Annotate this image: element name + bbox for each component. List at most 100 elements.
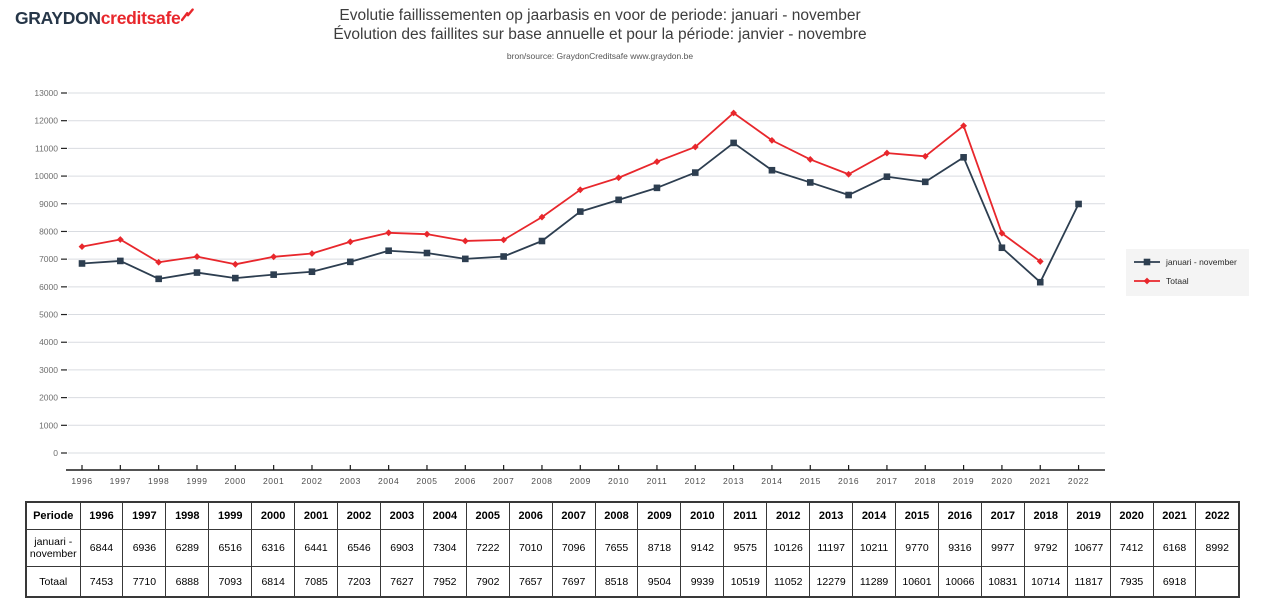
table-cell: 6441 xyxy=(294,529,339,567)
table-cell: 6888 xyxy=(165,566,210,598)
table-cell: 6936 xyxy=(122,529,167,567)
svg-text:2014: 2014 xyxy=(761,476,782,486)
table-cell: 10601 xyxy=(895,566,939,598)
table-cell: 7952 xyxy=(422,566,467,598)
table-cell: 7010 xyxy=(508,529,553,567)
table-cell: 6516 xyxy=(208,529,253,567)
table-cell: 9977 xyxy=(980,529,1025,567)
table-header-year: 2022 xyxy=(1195,501,1240,530)
table-header-year: 2001 xyxy=(294,501,339,530)
data-table-container: Periode 1996 1997 1998 1999 2000 2001 2002 2003 2… xyxy=(25,501,1240,598)
line-chart: 0 1000 2000 3000 4000 5000 6000 7000 8000 9000 100… xyxy=(0,85,1120,495)
table-header-year: 2013 xyxy=(809,501,854,530)
table-cell: 10831 xyxy=(980,566,1025,598)
legend-label: Totaal xyxy=(1166,276,1189,286)
table-cell: 6316 xyxy=(251,529,296,567)
table-header-year: 2010 xyxy=(680,501,725,530)
table-cell: 10519 xyxy=(723,566,768,598)
x-axis: 1996 1997 1998 1999 2000 2001 2002 2003 2004 2005… xyxy=(66,465,1105,486)
table-header-year: 2002 xyxy=(337,501,381,530)
table-header-year: 2007 xyxy=(551,501,596,530)
svg-text:2007: 2007 xyxy=(493,476,514,486)
svg-text:2018: 2018 xyxy=(915,476,936,486)
table-header-year: 2021 xyxy=(1152,501,1197,530)
gridlines xyxy=(61,92,1105,454)
table-cell: 10677 xyxy=(1066,529,1111,567)
svg-text:2000: 2000 xyxy=(225,476,246,486)
source-caption: bron/source: GraydonCreditsafe www.grayd… xyxy=(506,51,694,61)
table-cell: 9939 xyxy=(680,566,725,598)
table-cell: 9316 xyxy=(937,529,982,567)
table-cell: 6546 xyxy=(337,529,381,567)
table-cell: 12279 xyxy=(809,566,854,598)
table-cell: 7710 xyxy=(122,566,167,598)
svg-text:2020: 2020 xyxy=(991,476,1012,486)
svg-text:2017: 2017 xyxy=(876,476,897,486)
table-cell: 11052 xyxy=(766,566,811,598)
svg-text:9000: 9000 xyxy=(39,199,58,209)
table-cell: 7655 xyxy=(594,529,639,567)
table-header-year: 1998 xyxy=(165,501,210,530)
svg-text:2009: 2009 xyxy=(570,476,591,486)
table-header-year: 2003 xyxy=(379,501,424,530)
table-header-year: 1999 xyxy=(208,501,253,530)
table-cell: 10211 xyxy=(852,529,897,567)
table-header-year: 2014 xyxy=(852,501,897,530)
table-header-year: 1997 xyxy=(122,501,167,530)
table-cell: 7093 xyxy=(208,566,253,598)
svg-text:1997: 1997 xyxy=(110,476,131,486)
title-dutch: Evolutie faillissementen op jaarbasis en… xyxy=(339,7,861,24)
table-cell: 7697 xyxy=(551,566,596,598)
table-header-year: 2012 xyxy=(766,501,811,530)
svg-text:2021: 2021 xyxy=(1030,476,1051,486)
table-row-label: januari - november xyxy=(25,529,81,567)
svg-text:13000: 13000 xyxy=(34,88,58,98)
series-totaal xyxy=(78,109,1044,268)
svg-text:2008: 2008 xyxy=(531,476,552,486)
svg-text:2003: 2003 xyxy=(340,476,361,486)
logo-graydon-text: GRAYDON xyxy=(15,8,101,28)
table-cell: 7453 xyxy=(79,566,124,598)
chart-legend: januari - november Totaal xyxy=(1126,249,1249,296)
y-axis-labels: 0 1000 2000 3000 4000 5000 6000 7000 8000 9000 100… xyxy=(34,88,58,458)
svg-text:2015: 2015 xyxy=(800,476,821,486)
series-januari-november xyxy=(78,139,1082,286)
table-header-year: 2019 xyxy=(1066,501,1111,530)
table-cell: 6918 xyxy=(1152,566,1197,598)
table-cell: 11197 xyxy=(809,529,854,567)
table-cell: 6168 xyxy=(1152,529,1197,567)
table-cell: 6289 xyxy=(165,529,210,567)
svg-text:3000: 3000 xyxy=(39,365,58,375)
table-header-year: 2020 xyxy=(1109,501,1154,530)
table-cell: 9792 xyxy=(1023,529,1068,567)
table-cell: 7085 xyxy=(294,566,339,598)
graydon-creditsafe-logo: GRAYDON credit safe xyxy=(15,8,195,29)
table-cell: 11289 xyxy=(852,566,897,598)
legend-marker-icon xyxy=(1134,258,1160,266)
svg-text:8000: 8000 xyxy=(39,226,58,236)
svg-text:1996: 1996 xyxy=(71,476,92,486)
svg-text:2000: 2000 xyxy=(39,393,58,403)
data-table: Periode 1996 1997 1998 1999 2000 2001 2002 2003 2… xyxy=(25,501,1240,598)
logo-swoosh-icon xyxy=(181,8,195,22)
title-french: Évolution des faillites sur base annuell… xyxy=(333,26,867,43)
svg-text:2001: 2001 xyxy=(263,476,284,486)
table-cell: 8992 xyxy=(1195,529,1240,567)
table-header-year: 2004 xyxy=(422,501,467,530)
table-cell: 9142 xyxy=(680,529,725,567)
table-cell: 7222 xyxy=(465,529,510,567)
table-header-year: 2009 xyxy=(637,501,682,530)
table-cell: 6903 xyxy=(379,529,424,567)
svg-text:11000: 11000 xyxy=(35,143,58,153)
svg-text:2016: 2016 xyxy=(838,476,859,486)
table-header-row: Periode 1996 1997 1998 1999 2000 2001 2002 2003 2… xyxy=(25,501,1240,530)
legend-entry-januari-november: januari - november xyxy=(1134,257,1237,267)
svg-text:4000: 4000 xyxy=(39,337,58,347)
table-header-year: 2006 xyxy=(508,501,553,530)
table-cell: 8518 xyxy=(594,566,639,598)
svg-text:2010: 2010 xyxy=(608,476,629,486)
table-cell: 11817 xyxy=(1066,566,1111,598)
table-header-year: 2011 xyxy=(723,501,768,530)
svg-text:10000: 10000 xyxy=(34,171,58,181)
